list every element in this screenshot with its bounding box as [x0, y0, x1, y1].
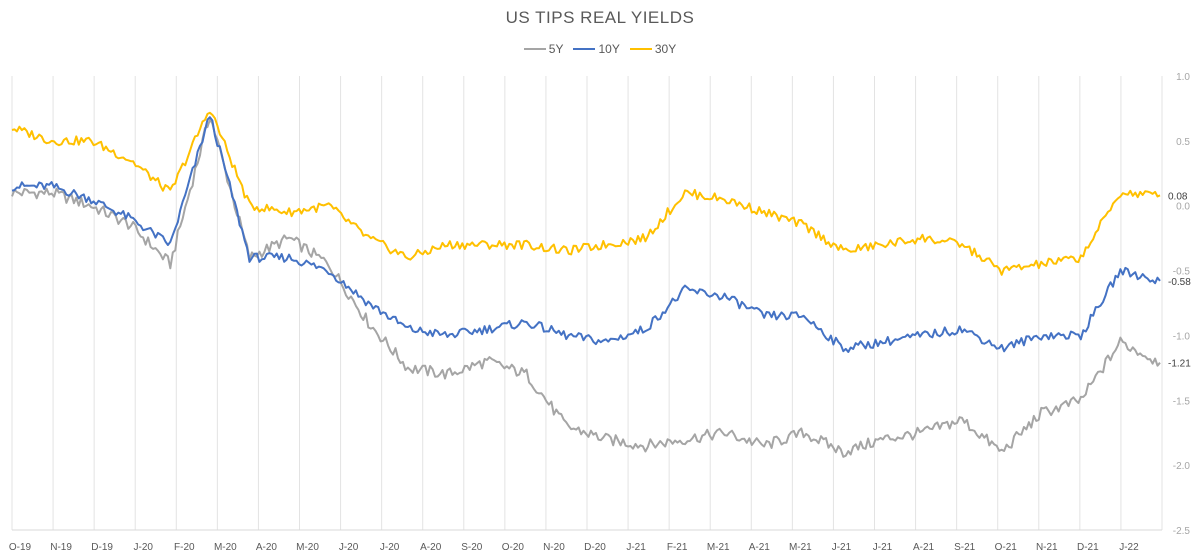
x-tick-label: J-20: [380, 542, 400, 553]
x-tick-label: M-20: [296, 542, 319, 553]
chart-title: US TIPS REAL YIELDS: [505, 8, 695, 27]
legend-label: 30Y: [654, 42, 677, 56]
legend-entry: 10Y: [573, 42, 620, 56]
chart-legend: 5Y 10Y 30Y: [0, 42, 1200, 56]
x-tick-label: O-19: [9, 542, 32, 553]
x-tick-label: J-20: [133, 542, 153, 553]
legend-swatch: [573, 48, 596, 50]
y-tick-label: -1.5: [1173, 396, 1191, 407]
x-tick-label: F-21: [667, 542, 688, 553]
x-tick-label: M-21: [789, 542, 812, 553]
end-value-label: -1.21: [1168, 359, 1191, 370]
x-tick-label: N-20: [543, 542, 565, 553]
legend-entry: 5Y: [523, 42, 564, 56]
series-line-5y: [11, 118, 1161, 458]
legend-label: 5Y: [548, 42, 564, 56]
y-tick-label: -0.5: [1173, 267, 1191, 278]
legend-swatch: [629, 48, 652, 50]
y-tick-label: -1.0: [1173, 331, 1191, 342]
x-tick-label: O-20: [502, 542, 525, 553]
series-line-30y: [11, 111, 1161, 276]
x-tick-label: M-20: [214, 542, 237, 553]
x-tick-label: J-21: [626, 542, 646, 553]
x-tick-label: A-21: [749, 542, 771, 553]
x-tick-label: S-20: [461, 542, 483, 553]
x-tick-label: J-22: [1119, 542, 1139, 553]
x-tick-label: D-19: [91, 542, 113, 553]
y-tick-label: 1.0: [1176, 72, 1190, 83]
end-value-label: 0.08: [1168, 191, 1188, 202]
legend-label: 10Y: [598, 42, 620, 56]
x-tick-label: N-19: [50, 542, 72, 553]
x-tick-label: J-21: [832, 542, 852, 553]
x-tick-label: N-21: [1036, 542, 1058, 553]
x-tick-label: A-21: [913, 542, 935, 553]
legend-entry: 30Y: [629, 42, 677, 56]
y-tick-label: 0.0: [1176, 202, 1190, 213]
series-line-10y: [11, 116, 1161, 353]
x-tick-label: D-21: [1077, 542, 1099, 553]
y-tick-label: 0.5: [1176, 137, 1190, 148]
x-tick-label: F-20: [174, 542, 195, 553]
x-tick-label: A-20: [420, 542, 442, 553]
y-tick-label: -2.0: [1173, 461, 1191, 472]
end-value-label: -0.58: [1168, 277, 1191, 288]
x-tick-label: D-20: [584, 542, 606, 553]
x-tick-label: A-20: [256, 542, 278, 553]
legend-swatch: [523, 48, 546, 50]
x-tick-label: M-21: [707, 542, 730, 553]
x-tick-label: J-20: [339, 542, 359, 553]
y-tick-label: -2.5: [1173, 526, 1191, 537]
x-tick-label: O-21: [995, 542, 1018, 553]
x-tick-label: J-21: [873, 542, 893, 553]
x-tick-label: S-21: [954, 542, 976, 553]
